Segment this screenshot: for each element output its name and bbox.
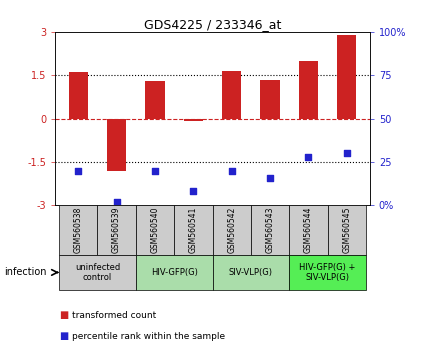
Text: GSM560543: GSM560543 <box>266 207 275 253</box>
Bar <box>261 80 280 119</box>
Text: GSM560544: GSM560544 <box>304 207 313 253</box>
Bar <box>174 205 212 255</box>
Bar <box>97 205 136 255</box>
Point <box>75 168 82 173</box>
Text: GSM560545: GSM560545 <box>342 207 351 253</box>
Text: ■: ■ <box>60 331 69 341</box>
Bar <box>136 205 174 255</box>
Bar <box>328 205 366 255</box>
Text: GSM560541: GSM560541 <box>189 207 198 253</box>
Text: GSM560542: GSM560542 <box>227 207 236 253</box>
Point <box>305 154 312 160</box>
Text: ■: ■ <box>60 310 69 320</box>
Text: GSM560539: GSM560539 <box>112 207 121 253</box>
Bar <box>251 205 289 255</box>
Bar <box>136 255 212 290</box>
Text: SIV-VLP(G): SIV-VLP(G) <box>229 268 273 277</box>
Point <box>190 189 197 194</box>
Text: HIV-GFP(G): HIV-GFP(G) <box>151 268 198 277</box>
Bar <box>145 81 164 119</box>
Bar <box>299 61 318 119</box>
Point <box>152 168 159 173</box>
Point <box>343 150 350 156</box>
Bar <box>337 35 356 119</box>
Text: GSM560538: GSM560538 <box>74 207 83 253</box>
Title: GDS4225 / 233346_at: GDS4225 / 233346_at <box>144 18 281 31</box>
Text: infection: infection <box>4 267 47 278</box>
Text: transformed count: transformed count <box>72 310 156 320</box>
Point <box>113 199 120 205</box>
Text: uninfected
control: uninfected control <box>75 263 120 282</box>
Bar <box>69 72 88 119</box>
Bar <box>289 205 328 255</box>
Bar <box>212 205 251 255</box>
Bar <box>184 119 203 121</box>
Text: HIV-GFP(G) +
SIV-VLP(G): HIV-GFP(G) + SIV-VLP(G) <box>299 263 356 282</box>
Bar <box>107 119 126 171</box>
Bar <box>212 255 289 290</box>
Bar <box>59 205 97 255</box>
Bar <box>289 255 366 290</box>
Text: percentile rank within the sample: percentile rank within the sample <box>72 332 225 341</box>
Point <box>266 175 273 181</box>
Text: GSM560540: GSM560540 <box>150 207 159 253</box>
Bar <box>222 71 241 119</box>
Bar <box>59 255 136 290</box>
Point <box>228 168 235 173</box>
